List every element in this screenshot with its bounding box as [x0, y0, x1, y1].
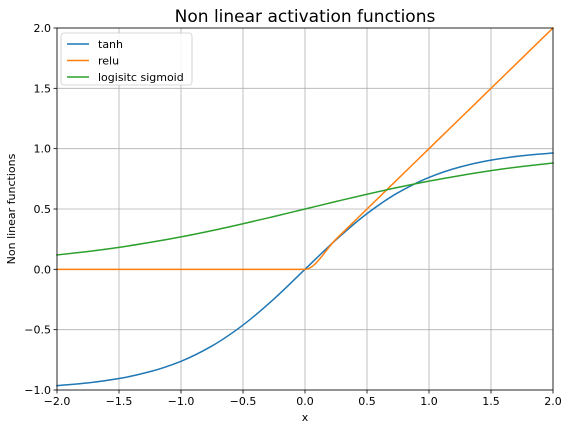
- legend-label-tanh: tanh: [98, 38, 123, 51]
- x-tick-label: −0.5: [230, 395, 257, 408]
- y-tick-label: 1.0: [34, 143, 52, 156]
- y-tick-label: −0.5: [24, 324, 51, 337]
- x-axis-label: x: [302, 411, 309, 424]
- y-axis-label: Non linear functions: [5, 153, 18, 264]
- x-tick-label: 0.5: [358, 395, 376, 408]
- x-tick-label: 2.0: [544, 395, 562, 408]
- y-tick-label: 1.5: [34, 82, 52, 95]
- x-tick-label: 1.0: [420, 395, 438, 408]
- y-tick-label: 2.0: [34, 22, 52, 35]
- x-tick-label: 0.0: [296, 395, 314, 408]
- legend: tanh relu logisitc sigmoid: [61, 33, 192, 85]
- chart-title: Non linear activation functions: [175, 7, 436, 27]
- legend-label-logisitc-sigmoid: logisitc sigmoid: [98, 71, 184, 84]
- x-tick-label: −1.5: [106, 395, 133, 408]
- y-tick-label: −1.0: [24, 384, 51, 397]
- legend-label-relu: relu: [98, 55, 119, 68]
- y-tick-label: 0.5: [34, 203, 52, 216]
- x-tick-label: 1.5: [482, 395, 500, 408]
- x-tick-label: −1.0: [168, 395, 195, 408]
- y-tick-label: 0.0: [34, 263, 52, 276]
